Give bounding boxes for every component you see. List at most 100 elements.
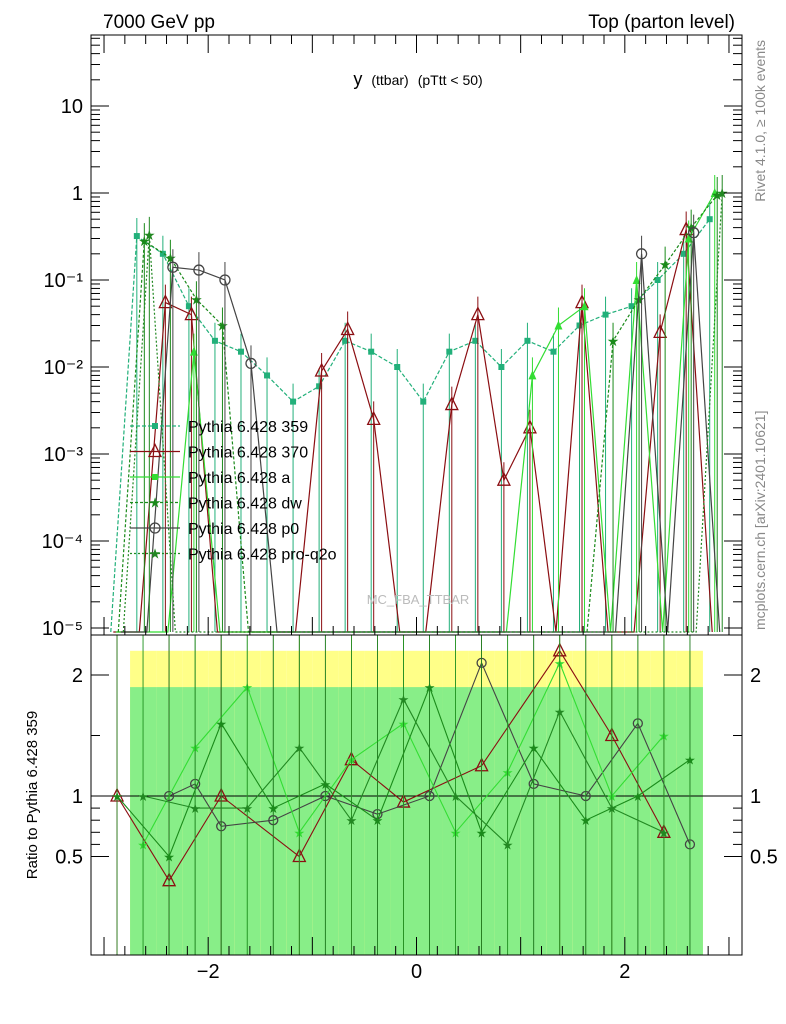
marker-star: ★	[607, 333, 620, 349]
marker-triangle	[340, 321, 355, 336]
process-label: Top (parton level)	[588, 12, 735, 33]
ratio-y-tick-label: 0.5	[55, 847, 83, 869]
ratio-marker: ★	[424, 680, 436, 695]
marker-square	[159, 250, 166, 257]
marker-circle	[219, 274, 231, 286]
marker-star: ★	[716, 185, 729, 201]
ratio-series: ★★★★★★★★★★★★★★★★★★★★★★★★★ ★★★★★★★★★	[109, 635, 696, 955]
marker-square	[420, 398, 427, 405]
ratio-marker: ★	[189, 801, 201, 816]
legend-marker	[149, 522, 161, 534]
ratio-marker: ★	[267, 801, 279, 816]
ratio-y-tick-label-right: 1	[750, 786, 761, 808]
marker-circle	[167, 261, 179, 273]
main-y-axis: 10 1 10⁻¹ 10⁻² 10⁻³ 10⁻⁴ 10⁻⁵	[42, 37, 742, 640]
marker-circle	[245, 357, 257, 370]
ratio-marker: ★	[450, 789, 462, 804]
marker-square	[472, 337, 479, 344]
marker-circle	[688, 227, 700, 239]
y-tick-label: 1	[72, 183, 83, 205]
legend-label: Pythia 6.428 370	[188, 445, 308, 462]
marker-square	[185, 303, 192, 310]
marker-filled-triangle	[580, 301, 589, 311]
series-line	[115, 192, 716, 633]
marker-triangle	[184, 306, 199, 321]
legend-label: Pythia 6.428 a	[188, 470, 290, 487]
marker-star: ★	[190, 291, 203, 307]
legend-marker	[147, 443, 163, 458]
legend-label: Pythia 6.428 dw	[188, 496, 302, 513]
marker-star: ★	[633, 291, 646, 307]
x-tick-label: 2	[619, 961, 630, 983]
marker-square	[498, 364, 505, 370]
marker-square	[342, 337, 349, 344]
marker-circle	[193, 264, 205, 276]
legend-label: Pythia 6.428 pro-q2o	[188, 547, 337, 564]
ratio-marker: ★	[658, 825, 670, 840]
ratio-y-tick-label: 2	[72, 665, 83, 687]
ratio-marker: ★	[293, 741, 305, 756]
ratio-marker: ★	[554, 704, 566, 719]
legend-label: Pythia 6.428 p0	[188, 521, 299, 538]
legend-marker	[152, 474, 158, 480]
marker-triangle	[158, 294, 173, 309]
marker-star: ★	[143, 227, 156, 243]
ratio-marker: ★	[241, 801, 253, 816]
ratio-ylabel: Ratio to Pythia 6.428 359	[24, 711, 41, 879]
marker-star: ★	[216, 317, 229, 333]
ratio-marker: ★	[606, 801, 618, 816]
marker-square	[368, 348, 375, 355]
y-tick-label: 10⁻¹	[44, 270, 84, 292]
marker-square	[211, 337, 218, 344]
ratio-marker: ★	[528, 741, 540, 756]
ratio-marker: ★	[476, 825, 488, 840]
ratio-marker: ★	[137, 789, 149, 804]
marker-square	[394, 364, 401, 370]
marker-star: ★	[138, 233, 151, 249]
ratio-marker: ★	[684, 753, 696, 768]
mcplots-label: mcplots.cern.ch [arXiv:2401.10621]	[752, 411, 768, 630]
marker-square	[237, 348, 244, 355]
ratio-y-tick-label: 1	[72, 786, 83, 808]
marker-square	[133, 233, 140, 240]
ratio-y-tick-label-right: 0.5	[750, 847, 778, 869]
marker-square	[654, 277, 661, 283]
y-tick-label: 10⁻⁴	[42, 531, 83, 553]
series-line	[110, 218, 711, 633]
marker-triangle	[444, 396, 459, 411]
marker-square	[446, 348, 453, 355]
ratio-marker: ★	[398, 692, 410, 707]
ratio-marker: ★	[580, 813, 592, 828]
legend-marker	[152, 423, 158, 429]
marker-triangle	[314, 362, 329, 377]
series-line	[117, 194, 718, 633]
ratio-marker: ★	[502, 837, 514, 852]
y-tick-label: 10⁻³	[44, 444, 84, 466]
marker-filled-triangle	[528, 370, 537, 380]
marker-triangle	[496, 471, 511, 486]
y-tick-label: 10⁻⁵	[42, 618, 83, 640]
ratio-marker: ★	[346, 813, 358, 828]
marker-circle	[635, 248, 648, 260]
marker-square	[316, 383, 323, 390]
ratio-marker: ★	[632, 789, 644, 804]
marker-square	[550, 348, 557, 355]
ratio-marker: ★	[372, 813, 384, 828]
x-tick-label: 0	[411, 961, 422, 983]
main-series: ★★★★★★★★★★★	[110, 175, 729, 633]
ratio-panel: ★★★★★★★★★★★★★★★★★★★★★★★★★ ★★★★★★★★★ 2 21 10…	[24, 634, 778, 956]
marker-square	[576, 322, 583, 329]
watermark: MC_FBA_TTBAR	[367, 592, 470, 607]
marker-triangle	[653, 323, 668, 339]
marker-square	[264, 372, 271, 379]
marker-square	[524, 337, 531, 344]
y-tick-label: 10⁻²	[44, 357, 84, 379]
marker-star: ★	[659, 257, 672, 273]
marker-square	[602, 311, 609, 318]
marker-square	[680, 250, 687, 257]
marker-square	[706, 216, 713, 223]
marker-square	[628, 303, 635, 310]
rivet-label: Rivet 4.1.0, ≥ 100k events	[752, 40, 768, 202]
legend: Pythia 6.428 359 Pythia 6.428 370 Pythia 6…	[130, 419, 337, 564]
